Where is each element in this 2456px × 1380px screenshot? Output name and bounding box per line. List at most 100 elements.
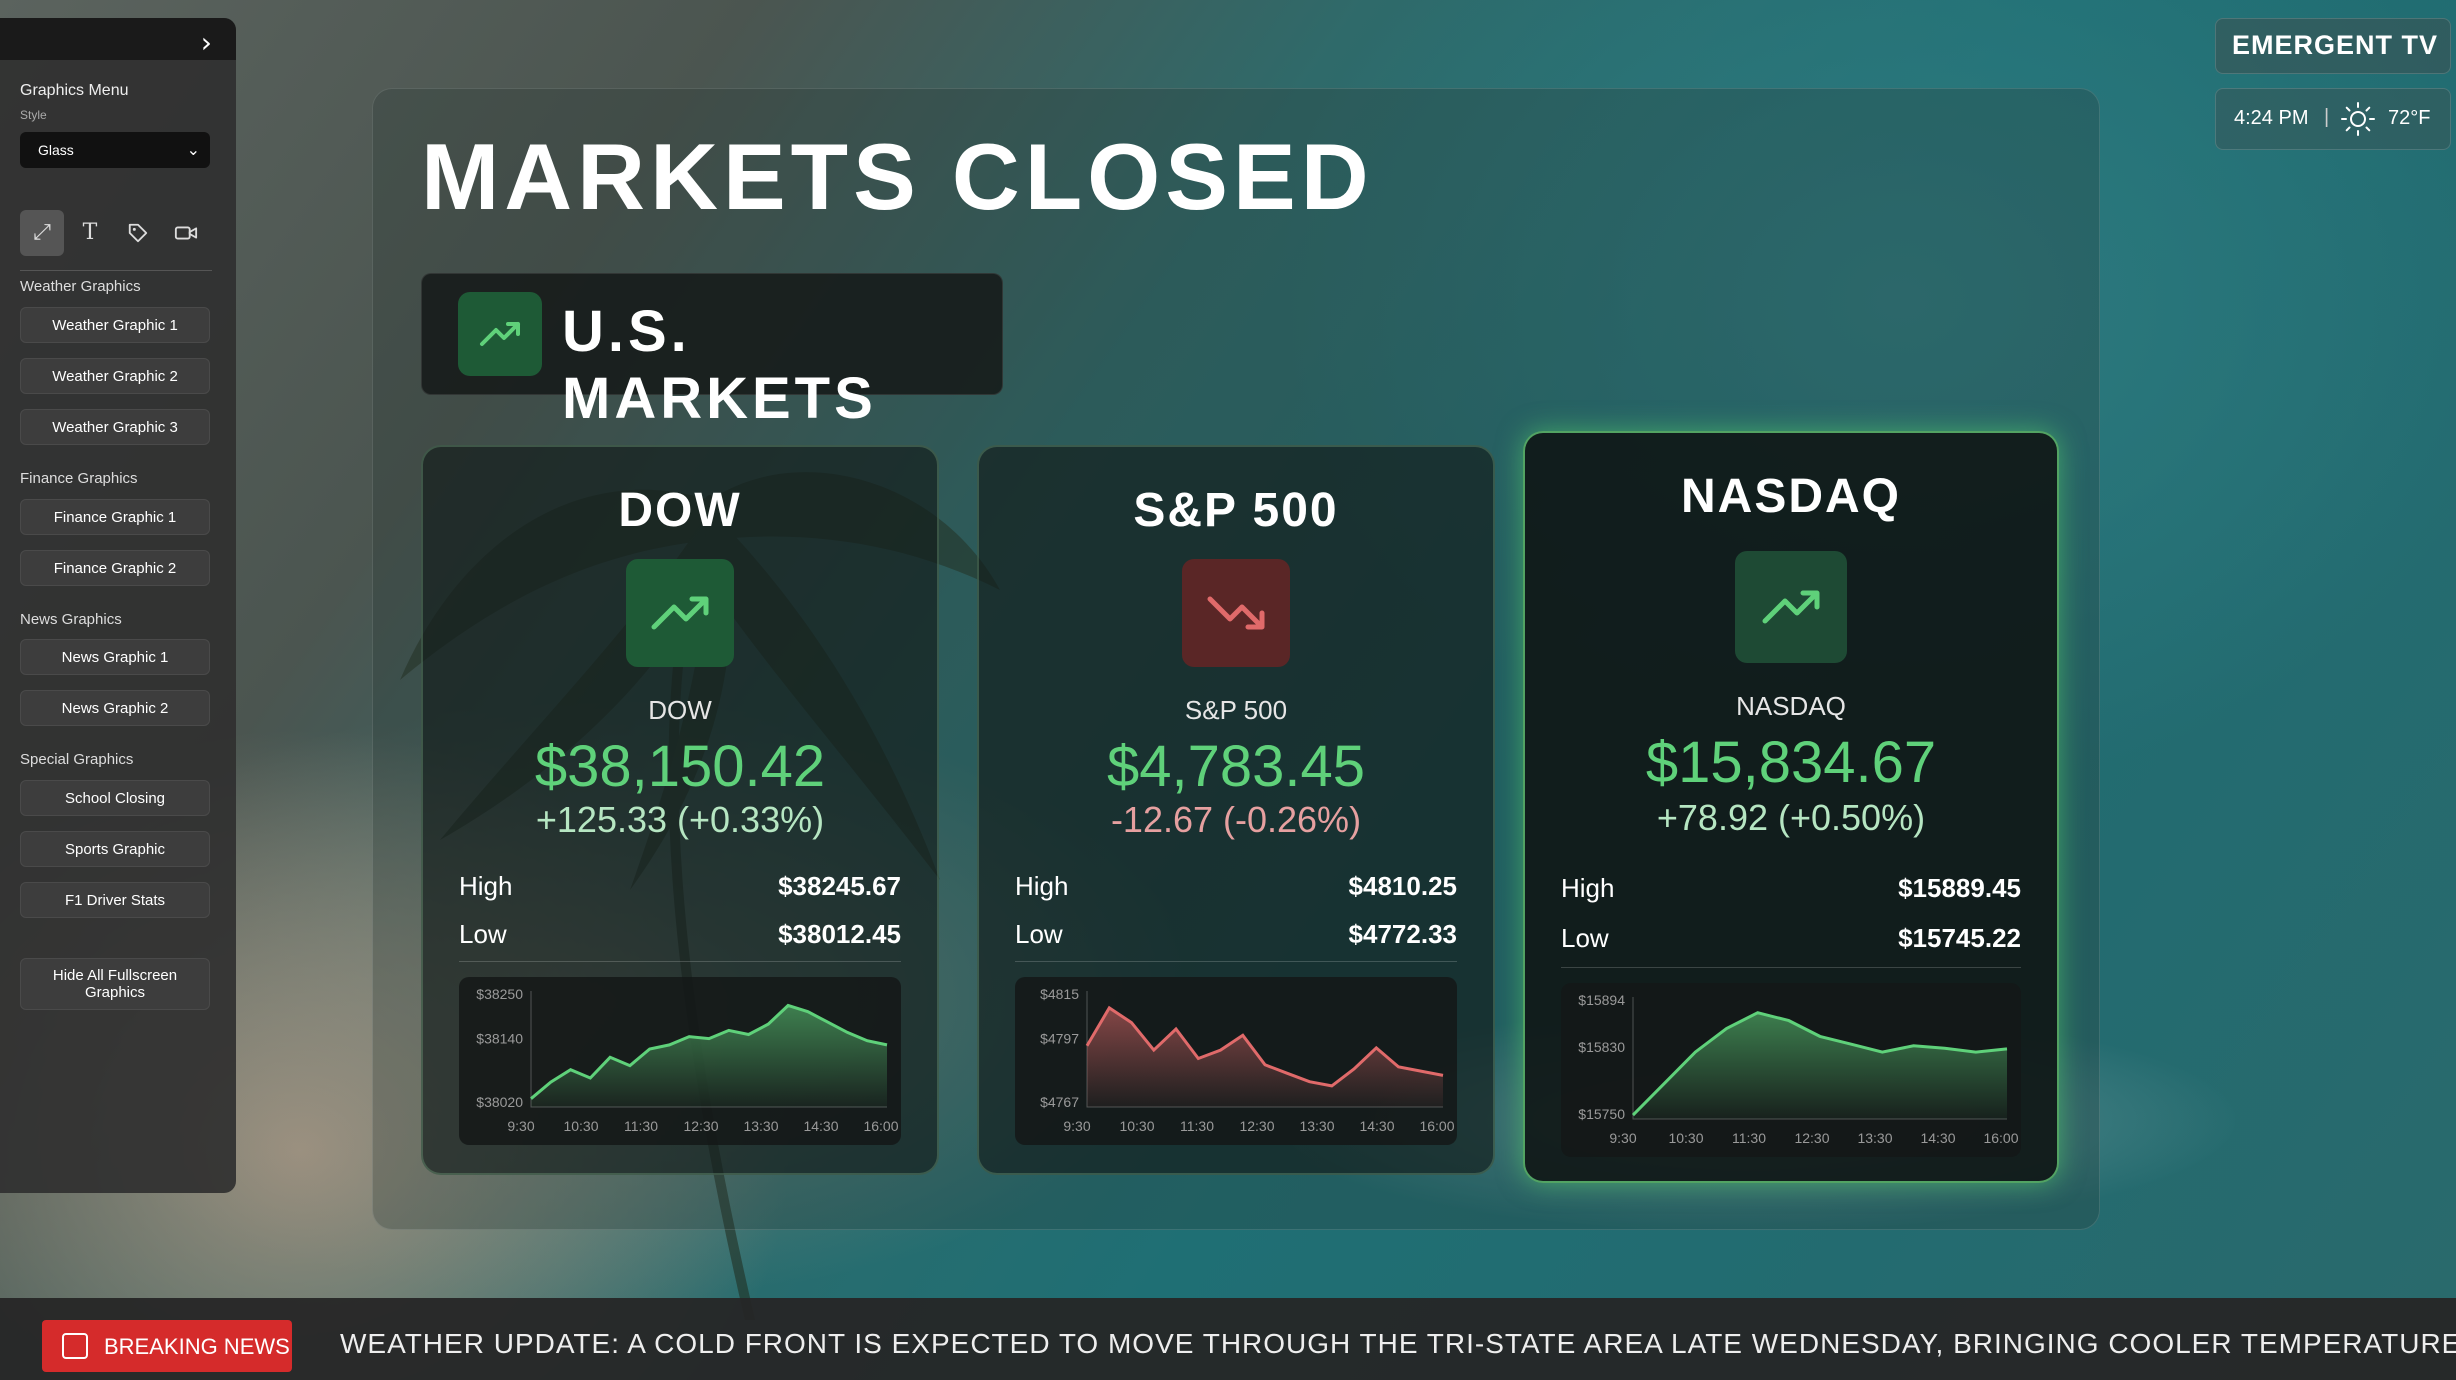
finance-graphic-1-button[interactable]: Finance Graphic 1 — [20, 499, 210, 535]
section-news-graphics: News Graphics — [20, 611, 122, 628]
y-tick-label: $38250 — [476, 986, 523, 1002]
f1-driver-stats-button[interactable]: F1 Driver Stats — [20, 882, 210, 918]
high-value: $4810.25 — [1348, 871, 1457, 901]
sp500-chart: $4815 $4797 $4767 9:30 10:30 11:30 12:30 13:30 1… — [1015, 977, 1457, 1145]
x-tick-label: 9:30 — [1609, 1130, 1636, 1146]
sidebar-toggle[interactable]: › — [0, 18, 236, 60]
card-price: $4,783.45 — [1106, 734, 1366, 799]
tag-icon[interactable] — [116, 210, 160, 256]
low-value: $4772.33 — [1348, 919, 1457, 949]
news-ticker: BREAKING NEWS WEATHER UPDATE: A COLD FRO… — [0, 1298, 2456, 1380]
x-tick-label: 10:30 — [563, 1118, 598, 1134]
x-tick-label: 12:30 — [1239, 1118, 1274, 1134]
sun-icon — [2340, 101, 2376, 143]
high-value: $15889.45 — [1898, 873, 2021, 903]
chevron-right-icon[interactable]: › — [200, 26, 212, 59]
y-tick-label: $38020 — [476, 1094, 523, 1110]
x-tick-label: 12:30 — [1794, 1130, 1829, 1146]
card-divider — [459, 961, 901, 962]
chart-area — [531, 1005, 887, 1107]
temperature: 72°F — [2388, 107, 2431, 129]
style-select[interactable]: Glass ⌄ — [20, 132, 210, 168]
trending-up-icon — [458, 292, 542, 376]
y-tick-label: $4815 — [1040, 986, 1079, 1002]
text-icon[interactable]: T — [82, 220, 98, 245]
sports-graphic-button[interactable]: Sports Graphic — [20, 831, 210, 867]
trending-down-icon — [1182, 559, 1290, 667]
x-tick-label: 16:00 — [863, 1118, 898, 1134]
card-divider — [1561, 967, 2021, 968]
chevron-down-icon: ⌄ — [186, 140, 200, 159]
low-label: Low — [1015, 919, 1063, 949]
hide-all-line2: Graphics — [84, 984, 146, 1001]
card-price: $15,834.67 — [1645, 730, 1937, 795]
high-label: High — [459, 871, 513, 901]
low-row: Low $15745.22 — [1561, 923, 2021, 954]
low-label: Low — [1561, 923, 1609, 953]
x-tick-label: 9:30 — [507, 1118, 534, 1134]
card-price: $38,150.42 — [534, 734, 826, 799]
trending-up-icon — [626, 559, 734, 667]
x-tick-label: 13:30 — [1857, 1130, 1892, 1146]
y-tick-label: $4767 — [1040, 1094, 1079, 1110]
sp500-chart-svg: $4815 $4797 $4767 9:30 10:30 11:30 12:30 13:30 1… — [1040, 986, 1455, 1134]
chart-area — [1087, 1007, 1443, 1107]
newspaper-icon — [62, 1333, 88, 1359]
chart-line — [1085, 1005, 1444, 1088]
news-graphic-1-button[interactable]: News Graphic 1 — [20, 639, 210, 675]
chart-line — [1631, 1011, 2008, 1117]
x-tick-label: 11:30 — [1732, 1130, 1766, 1146]
high-value: $38245.67 — [778, 871, 901, 901]
weather-widget: 4:24 PM | 72°F — [2215, 88, 2451, 150]
high-row: High $38245.67 — [459, 871, 901, 902]
sp500-card: S&P 500 S&P 500 $4,783.45 -12.67 (-0.26%… — [977, 445, 1495, 1175]
low-label: Low — [459, 919, 507, 949]
finance-graphic-2-button[interactable]: Finance Graphic 2 — [20, 550, 210, 586]
school-closing-button[interactable]: School Closing — [20, 780, 210, 816]
y-tick-label: $4797 — [1040, 1030, 1079, 1046]
us-markets-chip: U.S. MARKETS — [421, 273, 1003, 431]
weather-graphic-1-button[interactable]: Weather Graphic 1 — [20, 307, 210, 343]
hide-all-fullscreen-button[interactable]: Hide All Fullscreen Graphics — [20, 958, 210, 1010]
low-value: $38012.45 — [778, 919, 901, 949]
x-tick-label: 10:30 — [1668, 1130, 1703, 1146]
hide-all-line1: Hide All Fullscreen — [52, 967, 178, 984]
page-title: MARKETS CLOSED — [421, 124, 1374, 229]
low-row: Low $38012.45 — [459, 919, 901, 950]
brand-logo: EMERGENT TV — [2232, 30, 2439, 60]
card-subtitle: NASDAQ — [1736, 691, 1846, 721]
x-tick-label: 14:30 — [1920, 1130, 1955, 1146]
y-tick-label: $15894 — [1578, 992, 1625, 1008]
breaking-news-badge: BREAKING NEWS — [42, 1320, 292, 1372]
clock-time: 4:24 PM — [2234, 107, 2309, 129]
x-tick-label: 11:30 — [1180, 1118, 1214, 1134]
card-subtitle: DOW — [648, 695, 712, 725]
sidebar-divider — [20, 270, 212, 271]
nasdaq-chart: $15894 $15830 $15750 9:30 10:30 11:30 12:30 13:… — [1561, 983, 2021, 1157]
section-special-graphics: Special Graphics — [20, 751, 134, 768]
x-tick-label: 16:00 — [1419, 1118, 1454, 1134]
brand-badge: EMERGENT TV — [2215, 18, 2451, 74]
ticker-text: WEATHER UPDATE: A COLD FRONT IS EXPECTED… — [340, 1328, 2456, 1359]
card-change: +125.33 (+0.33%) — [535, 799, 825, 840]
y-tick-label: $38140 — [476, 1030, 523, 1046]
chart-line — [530, 1003, 888, 1100]
nasdaq-chart-svg: $15894 $15830 $15750 9:30 10:30 11:30 12:30 13:… — [1578, 992, 2018, 1146]
dow-chart-svg: $38250 $38140 $38020 9:30 10:30 11:30 12:30 13:… — [476, 986, 898, 1134]
breaking-news-label: BREAKING NEWS — [104, 1334, 290, 1359]
weather-graphic-3-button[interactable]: Weather Graphic 3 — [20, 409, 210, 445]
news-graphic-2-button[interactable]: News Graphic 2 — [20, 690, 210, 726]
trending-up-icon — [1735, 551, 1847, 663]
video-icon[interactable] — [164, 210, 208, 256]
x-tick-label: 9:30 — [1063, 1118, 1090, 1134]
card-change: +78.92 (+0.50%) — [1656, 797, 1926, 838]
card-subtitle: S&P 500 — [1184, 695, 1288, 725]
dow-card: DOW DOW $38,150.42 +125.33 (+0.33%) High… — [421, 445, 939, 1175]
card-divider — [1015, 961, 1457, 962]
y-tick-label: $15830 — [1578, 1039, 1625, 1055]
weather-graphic-2-button[interactable]: Weather Graphic 2 — [20, 358, 210, 394]
x-tick-label: 13:30 — [743, 1118, 778, 1134]
expand-icon[interactable]: ⤢ — [20, 210, 64, 256]
x-tick-label: 14:30 — [1359, 1118, 1394, 1134]
card-title: S&P 500 — [1133, 484, 1339, 537]
